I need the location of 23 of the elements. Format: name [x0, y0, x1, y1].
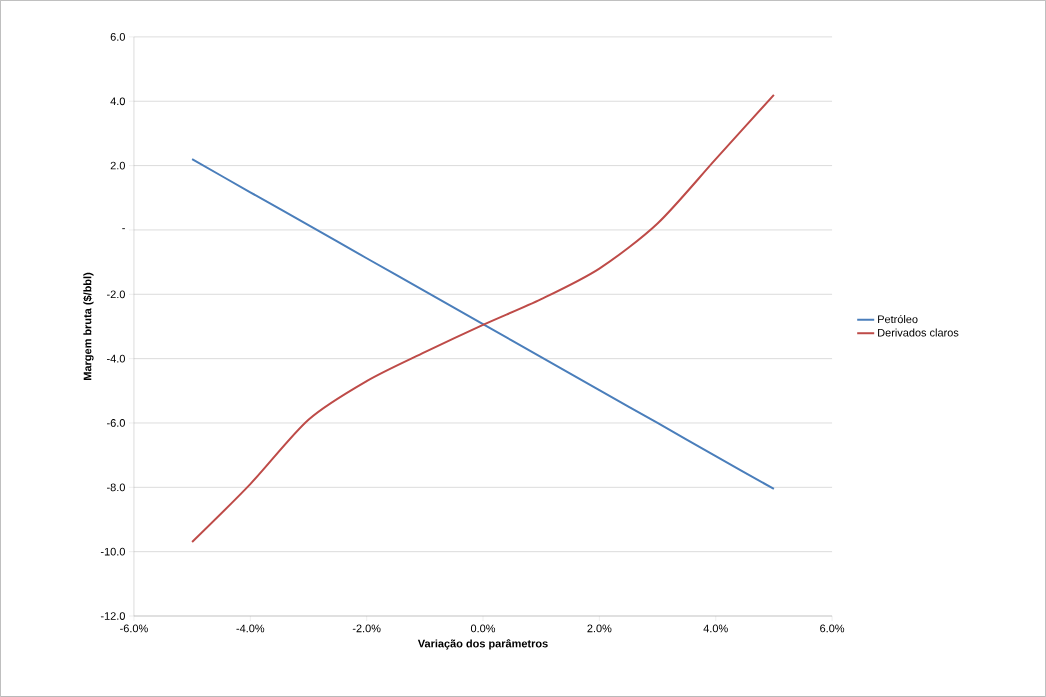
x-tick-label: -2.0% — [352, 624, 381, 633]
y-tick-label: 6.0 — [110, 33, 125, 41]
legend-label: Derivados claros — [878, 328, 959, 337]
y-tick-label: -8.0 — [107, 483, 125, 492]
x-tick-label: 2.0% — [587, 624, 612, 633]
y-tick-label: -6.0 — [107, 419, 125, 427]
y-axis-title: Margem bruta ($/bbl) — [83, 272, 94, 380]
y-tick-label: -2.0 — [107, 290, 125, 299]
x-tick-label: 4.0% — [703, 624, 728, 633]
line-series — [191, 158, 775, 490]
x-tick-label: 6.0% — [820, 624, 845, 633]
y-tick-label: -4.0 — [107, 354, 125, 363]
line-series — [191, 93, 775, 544]
y-tick-label: -12.0 — [100, 612, 125, 620]
x-axis-title: Variação dos parâmetros — [417, 639, 548, 650]
y-tick-label: - — [122, 228, 125, 230]
legend-label: Petróleo — [878, 315, 918, 324]
y-tick-label: 2.0 — [110, 161, 125, 170]
x-tick-label: -6.0% — [120, 624, 148, 633]
x-tick-label: 0.0% — [470, 624, 496, 633]
y-tick-label: -10.0 — [100, 547, 125, 556]
x-tick-label: -4.0% — [236, 624, 265, 633]
y-tick-label: 4.0 — [110, 97, 125, 106]
